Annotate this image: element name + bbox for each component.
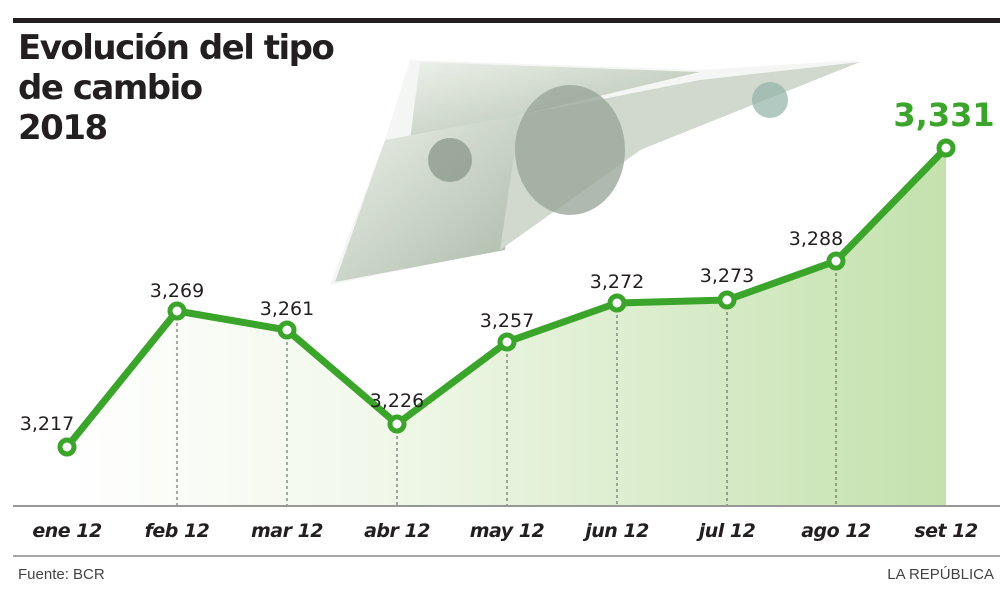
data-markers xyxy=(57,138,956,457)
value-label-mar: 3,261 xyxy=(260,298,314,320)
title-line-3: 2018 xyxy=(18,108,108,148)
x-label-set: set 12 xyxy=(914,520,978,542)
marker-ene xyxy=(57,437,77,457)
x-label-abr: abr 12 xyxy=(364,520,430,542)
marker-may xyxy=(497,332,517,352)
value-label-jun: 3,272 xyxy=(590,271,644,293)
value-label-feb: 3,269 xyxy=(150,280,204,302)
value-label-ene: 3,217 xyxy=(20,413,74,435)
drop-lines xyxy=(176,261,837,505)
value-label-ago: 3,288 xyxy=(789,228,843,250)
top-rule xyxy=(13,18,1000,23)
title-line-2: de cambio xyxy=(18,68,203,108)
x-label-jul: jul 12 xyxy=(696,520,756,542)
x-label-ene: ene 12 xyxy=(32,520,102,542)
marker-set xyxy=(936,138,956,158)
x-label-may: may 12 xyxy=(470,520,545,542)
value-label-set-highlight: 3,331 xyxy=(893,96,994,134)
x-label-jun: jun 12 xyxy=(582,520,649,542)
marker-jun xyxy=(607,293,627,313)
source-note: Fuente: BCR xyxy=(18,566,105,583)
x-label-mar: mar 12 xyxy=(251,520,323,542)
title-line-1: Evolución del tipo xyxy=(18,28,335,68)
x-label-feb: feb 12 xyxy=(145,520,210,542)
chart-title: Evolución del tipo de cambio 2018 xyxy=(18,28,335,148)
marker-abr xyxy=(387,414,407,434)
publisher-brand: LA REPÚBLICA xyxy=(887,566,994,583)
value-label-abr: 3,226 xyxy=(370,390,424,412)
x-label-ago: ago 12 xyxy=(801,520,871,542)
marker-ago xyxy=(826,251,846,271)
dollar-plane-illustration xyxy=(330,60,860,285)
marker-mar xyxy=(277,320,297,340)
value-label-jul: 3,273 xyxy=(700,265,754,287)
marker-feb xyxy=(167,301,187,321)
marker-jul xyxy=(717,290,737,310)
value-label-may: 3,257 xyxy=(480,310,534,332)
